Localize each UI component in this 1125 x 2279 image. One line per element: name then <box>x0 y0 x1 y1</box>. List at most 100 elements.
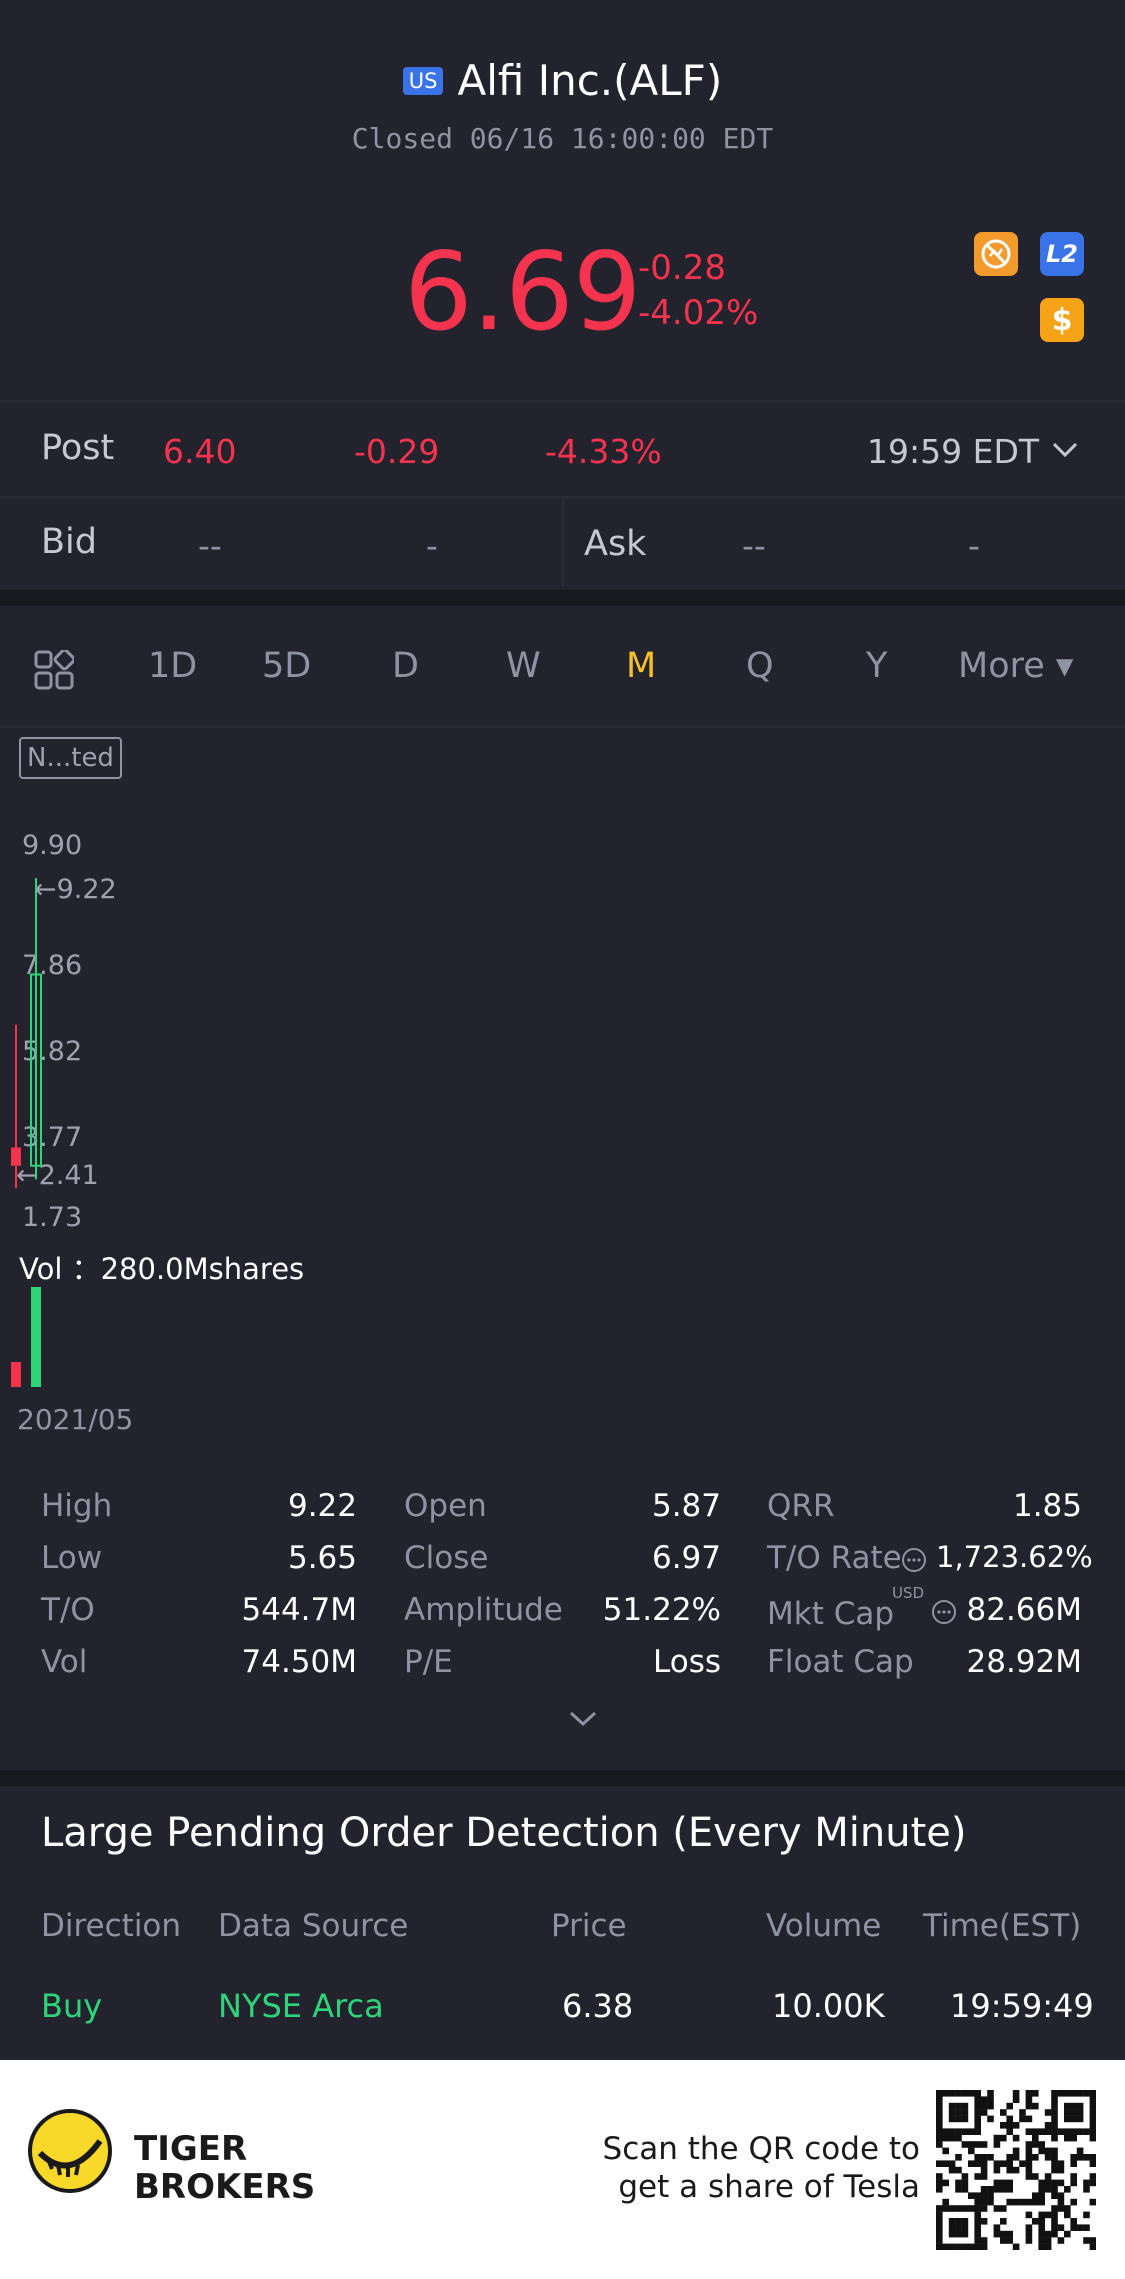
dollar-icon[interactable]: $ <box>1040 298 1084 342</box>
order-direction: Buy <box>41 1987 103 2025</box>
stat-value: 74.50M <box>241 1644 358 1680</box>
y-tick: 7.86 <box>22 950 83 981</box>
post-change: -0.29 <box>354 432 440 471</box>
stat-value: 51.22% <box>602 1592 721 1628</box>
candle-body <box>11 1147 21 1166</box>
promo-text: Scan the QR code to get a share of Tesla <box>560 2130 920 2206</box>
section-divider <box>0 590 1125 606</box>
column-header: Price <box>551 1908 627 1944</box>
stat-value: 544.7M <box>241 1592 358 1628</box>
tab-q[interactable]: Q <box>746 646 774 686</box>
order-volume: 10.00K <box>772 1987 885 2025</box>
stat-label: T/O Rate <box>767 1540 902 1576</box>
post-label: Post <box>41 428 115 468</box>
ask-price: -- <box>742 526 766 565</box>
column-header: Time(EST) <box>923 1908 1082 1944</box>
divider <box>0 400 1125 402</box>
volume-bar <box>11 1362 21 1387</box>
bid-size: - <box>426 526 438 565</box>
divider <box>0 726 1125 728</box>
info-icon[interactable] <box>900 1546 928 1574</box>
stat-label: Close <box>404 1540 489 1576</box>
ask-label: Ask <box>584 524 647 564</box>
stat-value: 9.22 <box>287 1488 357 1524</box>
divider <box>562 498 564 586</box>
price-change-percent: -4.02% <box>638 293 759 333</box>
section-title: Large Pending Order Detection (Every Min… <box>41 1810 967 1856</box>
tab-5d[interactable]: 5D <box>262 646 312 686</box>
price-change: -0.28 <box>638 248 726 288</box>
promo-line: get a share of Tesla <box>618 2169 920 2205</box>
high-marker: ←9.22 <box>34 874 117 905</box>
market-status: Closed 06/16 16:00:00 EDT <box>351 122 774 155</box>
brand-line: BROKERS <box>134 2167 316 2207</box>
stat-value: Loss <box>653 1644 721 1680</box>
currency-tag: USD <box>892 1584 925 1602</box>
stat-value: 82.66M <box>966 1592 1083 1628</box>
stat-label: T/O <box>41 1592 95 1628</box>
header: US Alfi Inc.(ALF) <box>0 56 1125 105</box>
ask-size: - <box>968 526 980 565</box>
post-price: 6.40 <box>163 432 237 471</box>
chart-layout-icon[interactable] <box>34 650 74 690</box>
volume-bar <box>31 1287 41 1387</box>
order-time: 19:59:49 <box>950 1987 1094 2025</box>
tab-m[interactable]: M <box>626 646 657 686</box>
column-header: Data Source <box>218 1908 409 1944</box>
stat-value: 5.65 <box>287 1540 357 1576</box>
divider <box>0 496 1125 498</box>
tab-w[interactable]: W <box>506 646 541 686</box>
post-time-selector[interactable]: 19:59 EDT <box>867 432 1040 471</box>
y-tick: 9.90 <box>22 830 83 861</box>
info-icon[interactable] <box>930 1598 958 1626</box>
qr-code[interactable] <box>936 2090 1096 2250</box>
tab-more[interactable]: More ▾ <box>958 646 1074 686</box>
bid-price: -- <box>198 526 222 565</box>
no-shorting-icon[interactable] <box>974 232 1018 276</box>
post-change-percent: -4.33% <box>545 432 662 471</box>
bid-label: Bid <box>41 522 97 562</box>
column-header: Volume <box>766 1908 882 1944</box>
tiger-logo-icon <box>28 2109 112 2193</box>
stat-label: P/E <box>404 1644 453 1680</box>
order-source: NYSE Arca <box>218 1987 384 2025</box>
brand-line: TIGER <box>134 2129 248 2169</box>
stat-label: Low <box>41 1540 103 1576</box>
level2-icon[interactable]: L2 <box>1040 232 1084 276</box>
stat-label: Vol <box>41 1644 88 1680</box>
chevron-down-icon[interactable] <box>1050 434 1080 471</box>
column-header: Direction <box>41 1908 182 1944</box>
period-tabs: 1D 5D D W M Q Y More ▾ <box>0 640 1125 700</box>
tab-y[interactable]: Y <box>866 646 888 686</box>
stat-label: Float Cap <box>767 1644 914 1680</box>
tab-d[interactable]: D <box>392 646 419 686</box>
low-marker: ←2.41 <box>16 1160 99 1191</box>
stat-value: 28.92M <box>966 1644 1083 1680</box>
y-tick: 5.82 <box>22 1036 83 1067</box>
y-tick: 1.73 <box>22 1202 83 1233</box>
stat-value: 6.97 <box>651 1540 721 1576</box>
stat-value: 1.85 <box>1012 1488 1082 1524</box>
price-chart[interactable] <box>0 0 1125 1400</box>
stat-label: High <box>41 1488 113 1524</box>
last-price: 6.69 <box>404 230 641 355</box>
y-tick: 3.77 <box>22 1122 83 1153</box>
tab-1d[interactable]: 1D <box>148 646 198 686</box>
x-axis-date: 2021/05 <box>17 1403 134 1436</box>
adjustment-badge[interactable]: N...ted <box>19 737 122 779</box>
stat-label: Amplitude <box>404 1592 563 1628</box>
market-badge: US <box>402 66 444 95</box>
candle-body <box>30 973 42 1167</box>
stat-label: Open <box>404 1488 487 1524</box>
brand-name: TIGER BROKERS <box>134 2130 315 2206</box>
volume-label: Vol ：280.0Mshares <box>19 1252 305 1286</box>
section-divider <box>0 1770 1125 1786</box>
page-title[interactable]: Alfi Inc.(ALF) <box>457 56 723 105</box>
order-price: 6.38 <box>562 1987 634 2025</box>
promo-line: Scan the QR code to <box>602 2131 920 2167</box>
expand-chevron-icon[interactable] <box>566 1706 600 1734</box>
stat-value: 5.87 <box>651 1488 721 1524</box>
stat-label: Mkt Cap <box>767 1596 895 1632</box>
stat-label: QRR <box>767 1488 835 1524</box>
stat-value: 1,723.62% <box>936 1540 1093 1574</box>
